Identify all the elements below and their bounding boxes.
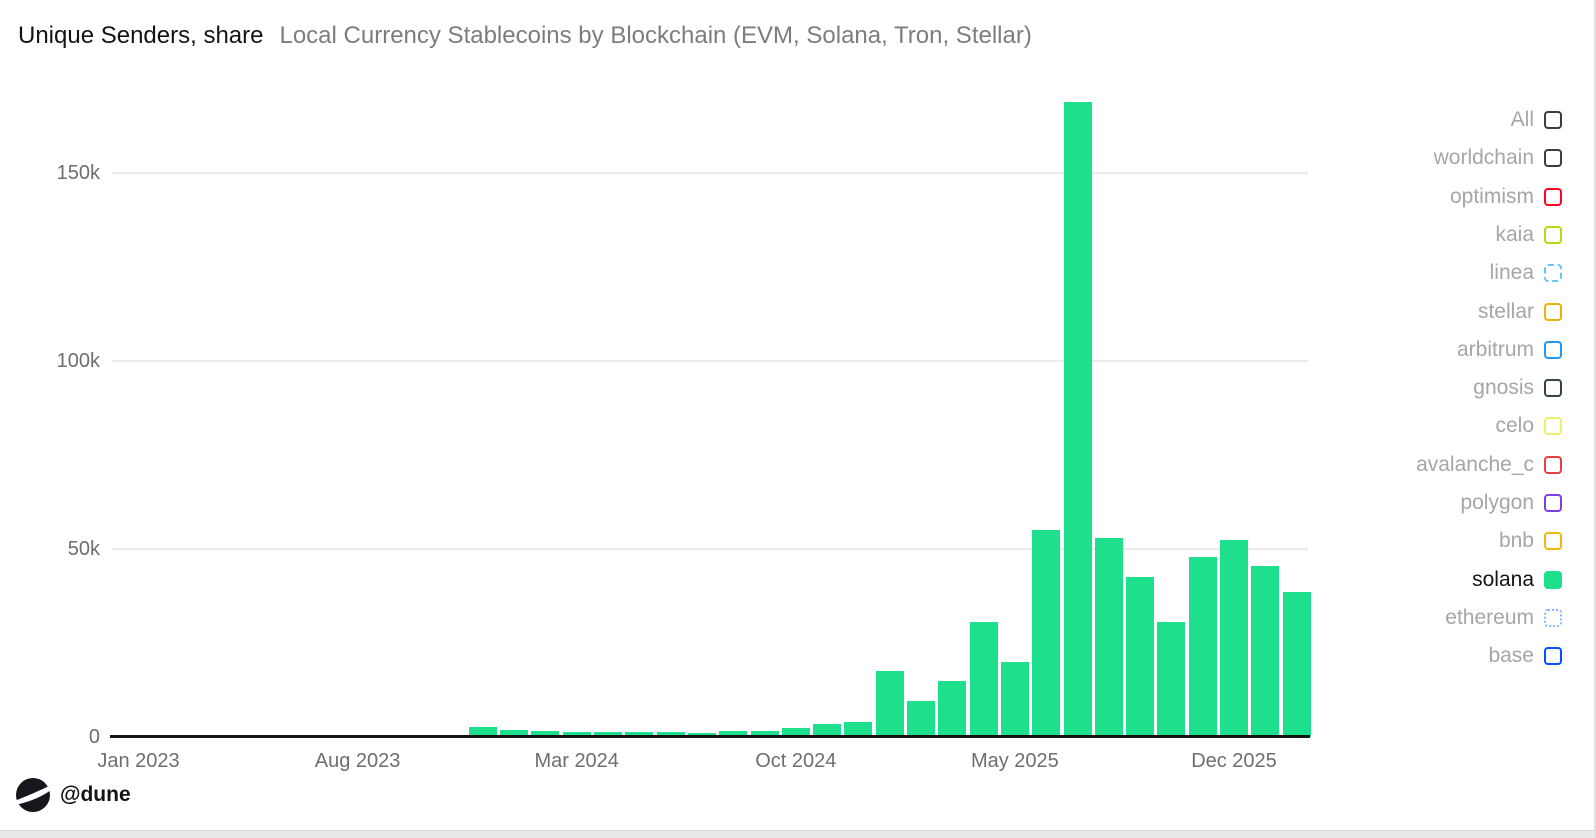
bar-Nov-2024[interactable] <box>813 723 842 737</box>
x-axis-label-Aug-2023: Aug 2023 <box>314 750 401 772</box>
bar-Jan-2025[interactable] <box>875 671 904 737</box>
legend-label-celo: celo <box>1495 414 1534 438</box>
x-axis-label-Jan-2023: Jan 2023 <box>97 750 180 772</box>
legend-item-celo[interactable]: celo <box>1495 410 1562 442</box>
gridline-50k <box>112 548 1308 550</box>
chart-title: Unique Senders, share <box>18 22 264 49</box>
y-axis-label-50k: 50k <box>67 538 100 560</box>
bar-Jan-2024[interactable] <box>500 729 529 737</box>
window-bottom-edge <box>0 830 1594 838</box>
chart-subtitle: Local Currency Stablecoins by Blockchain… <box>279 22 1032 49</box>
legend-item-linea[interactable]: linea <box>1490 257 1562 289</box>
legend-item-avalanche_c[interactable]: avalanche_c <box>1416 449 1562 481</box>
bar-Feb-2025[interactable] <box>907 700 935 737</box>
bar-Oct-2024[interactable] <box>781 728 810 737</box>
bar-Aug-2025[interactable] <box>1094 537 1123 737</box>
legend-label-gnosis: gnosis <box>1473 376 1534 400</box>
bar-Feb-2026[interactable] <box>1282 592 1311 737</box>
dune-handle: @dune <box>60 783 131 806</box>
legend-label-polygon: polygon <box>1460 491 1534 514</box>
y-axis-label-150k: 150k <box>56 162 100 184</box>
bar-May-2025[interactable] <box>1000 661 1029 737</box>
legend-item-stellar[interactable]: stellar <box>1478 296 1562 328</box>
legend-label-avalanche_c: avalanche_c <box>1416 452 1534 476</box>
legend-item-polygon[interactable]: polygon <box>1460 487 1562 519</box>
bar-Jan-2026[interactable] <box>1251 565 1280 737</box>
bar-Feb-2024[interactable] <box>531 730 560 737</box>
footer: @dune <box>16 778 131 812</box>
legend-label-linea: linea <box>1489 261 1534 285</box>
legend-label-worldchain: worldchain <box>1433 146 1534 170</box>
legend-item-base[interactable]: base <box>1488 640 1562 672</box>
legend-item-arbitrum[interactable]: arbitrum <box>1457 334 1562 366</box>
bar-Apr-2025[interactable] <box>969 622 998 737</box>
gridline-100k <box>112 360 1308 362</box>
legend: All worldchain optimism kaia linea stellar arb… <box>1262 104 1562 704</box>
bar-Mar-2025[interactable] <box>938 680 967 737</box>
legend-checkbox-All[interactable] <box>1544 111 1562 129</box>
legend-checkbox-kaia[interactable] <box>1544 225 1562 244</box>
dune-logo-icon <box>16 778 50 812</box>
legend-checkbox-optimism[interactable] <box>1544 187 1562 206</box>
bar-Sep-2025[interactable] <box>1126 577 1155 737</box>
bar-Jun-2024[interactable] <box>656 731 685 737</box>
legend-item-worldchain[interactable]: worldchain <box>1434 142 1562 174</box>
legend-checkbox-polygon[interactable] <box>1544 494 1562 512</box>
chart-header: Unique Senders, share Local Currency Stab… <box>18 22 1032 50</box>
bar-Aug-2024[interactable] <box>719 731 748 737</box>
legend-label-bnb: bnb <box>1498 529 1534 553</box>
legend-checkbox-bnb[interactable] <box>1544 532 1562 551</box>
legend-item-bnb[interactable]: bnb <box>1499 525 1562 557</box>
legend-label-arbitrum: arbitrum <box>1456 337 1534 361</box>
x-axis-label-Mar-2024: Mar 2024 <box>534 750 619 772</box>
legend-label-kaia: kaia <box>1495 222 1534 246</box>
legend-checkbox-arbitrum[interactable] <box>1544 340 1562 359</box>
y-axis-label-0: 0 <box>88 726 100 748</box>
bar-Jul-2025[interactable] <box>1063 101 1092 737</box>
legend-checkbox-ethereum[interactable] <box>1544 608 1562 627</box>
legend-checkbox-gnosis[interactable] <box>1544 379 1562 398</box>
legend-checkbox-celo[interactable] <box>1544 417 1562 436</box>
legend-item-All[interactable]: All <box>1511 104 1562 136</box>
y-axis-label-100k: 100k <box>56 350 100 372</box>
bar-Jul-2024[interactable] <box>687 732 716 737</box>
legend-label-stellar: stellar <box>1477 299 1534 323</box>
legend-item-ethereum[interactable]: ethereum <box>1445 602 1562 634</box>
bar-Dec-2023[interactable] <box>468 727 497 737</box>
bar-Mar-2024[interactable] <box>562 732 591 737</box>
x-axis-label-Oct-2024: Oct 2024 <box>755 750 837 772</box>
bar-Dec-2025[interactable] <box>1220 539 1248 737</box>
legend-checkbox-linea[interactable] <box>1544 264 1562 283</box>
legend-item-kaia[interactable]: kaia <box>1495 219 1562 251</box>
legend-checkbox-stellar[interactable] <box>1544 302 1562 321</box>
bar-Apr-2024[interactable] <box>594 732 622 737</box>
legend-checkbox-base[interactable] <box>1544 647 1562 666</box>
legend-item-optimism[interactable]: optimism <box>1450 181 1562 213</box>
legend-label-base: base <box>1488 644 1534 668</box>
bar-Sep-2024[interactable] <box>750 730 779 737</box>
legend-checkbox-avalanche_c[interactable] <box>1544 455 1562 474</box>
legend-label-All: All <box>1510 108 1534 131</box>
x-axis-line <box>110 735 1310 738</box>
legend-label-optimism: optimism <box>1449 184 1534 208</box>
gridline-150k <box>112 172 1308 174</box>
bar-Nov-2025[interactable] <box>1188 556 1217 737</box>
legend-checkbox-worldchain[interactable] <box>1544 149 1562 168</box>
bar-Jun-2025[interactable] <box>1032 530 1061 737</box>
legend-checkbox-solana[interactable] <box>1544 570 1562 589</box>
x-axis-label-May-2025: May 2025 <box>970 750 1059 772</box>
bar-May-2024[interactable] <box>625 731 654 737</box>
legend-item-solana[interactable]: solana <box>1472 564 1562 596</box>
bar-Oct-2025[interactable] <box>1157 622 1186 737</box>
x-axis-label-Dec-2025: Dec 2025 <box>1191 750 1277 772</box>
bar-Dec-2024[interactable] <box>844 721 873 737</box>
legend-label-ethereum: ethereum <box>1445 605 1534 629</box>
legend-label-solana: solana <box>1472 567 1534 591</box>
legend-item-gnosis[interactable]: gnosis <box>1473 372 1562 404</box>
